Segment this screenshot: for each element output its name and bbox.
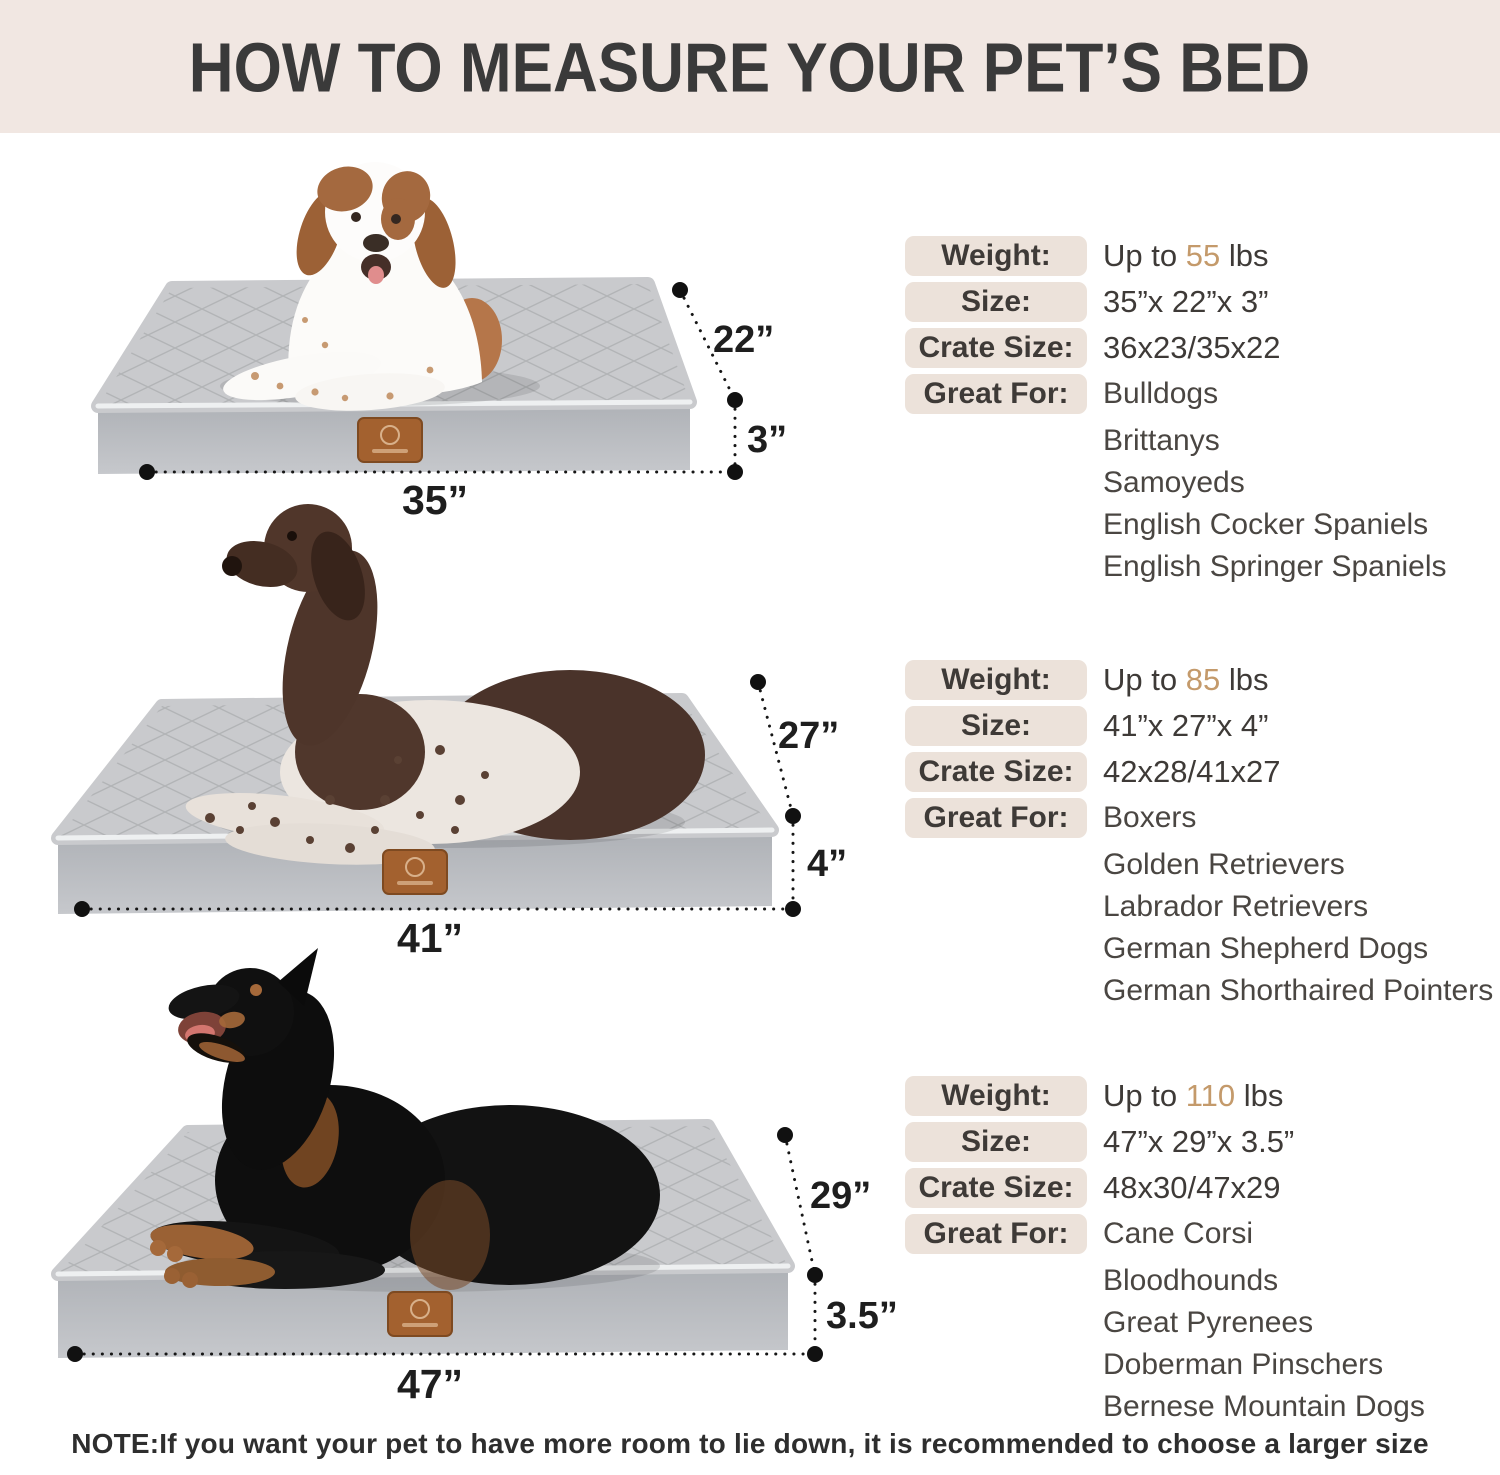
weight-value: Up to 55 lbs	[1103, 238, 1269, 273]
breed-list: Bloodhounds Great Pyrenees Doberman Pins…	[905, 1260, 1490, 1428]
bed-illustration-large: 27” 4” 41”	[51, 504, 847, 961]
crate-label-pill: Crate Size:	[905, 752, 1087, 792]
depth-label: 27”	[778, 715, 839, 757]
depth-label: 29”	[810, 1175, 871, 1217]
breed-item: Samoyeds	[1103, 466, 1245, 499]
width-label: 35”	[402, 477, 468, 520]
breed-item: Bernese Mountain Dogs	[1103, 1390, 1425, 1423]
height-label: 3”	[747, 419, 787, 461]
breed-item: Brittanys	[1103, 424, 1220, 457]
size-value: 41”x 27”x 4”	[1103, 708, 1269, 743]
brand-patch-icon	[387, 1291, 453, 1337]
great-for-row: Great For: Bulldogs	[905, 374, 1490, 414]
weight-row: Weight: Up to 55 lbs	[905, 236, 1490, 276]
size-note: NOTE:If you want your pet to have more r…	[71, 1428, 1429, 1459]
dimension-annotations: 29” 3.5” 47”	[67, 1127, 898, 1407]
weight-value: Up to 85 lbs	[1103, 662, 1269, 697]
breed-item: Doberman Pinschers	[1103, 1348, 1384, 1381]
title-banner: HOW TO MEASURE YOUR PET’S BED	[0, 0, 1500, 133]
brand-patch-icon	[382, 849, 448, 895]
breed-item: Golden Retrievers	[1103, 848, 1345, 881]
breed-list: Brittanys Samoyeds English Cocker Spanie…	[905, 420, 1490, 588]
breed-list: Golden Retrievers Labrador Retrievers Ge…	[905, 844, 1494, 1012]
crate-value: 42x28/41x27	[1103, 754, 1281, 789]
breed-item: German Shepherd Dogs	[1103, 932, 1429, 965]
size-label-pill: Size:	[905, 1122, 1087, 1162]
breed-item: German Shorthaired Pointers	[1103, 974, 1494, 1007]
specs-xlarge: Weight: Up to 110 lbs Size: 47”x 29”x 3.…	[905, 1076, 1490, 1428]
size-row: Size: 47”x 29”x 3.5”	[905, 1122, 1490, 1162]
size-label-pill: Size:	[905, 282, 1087, 322]
bed-figure-large: 27” 4” 41”	[30, 500, 870, 961]
bed-illustration-xlarge: 29” 3.5” 47”	[51, 948, 898, 1407]
crate-label-pill: Crate Size:	[905, 328, 1087, 368]
dog-photo-brittany	[220, 162, 540, 411]
brand-patch-icon	[357, 417, 423, 463]
weight-accent: 85	[1185, 662, 1221, 697]
dimension-annotations: 27” 4” 41”	[74, 674, 847, 961]
weight-label-pill: Weight:	[905, 660, 1087, 700]
breed-item: Cane Corsi	[1103, 1217, 1254, 1250]
dog-photo-pointer	[185, 504, 705, 865]
great-for-row: Great For: Boxers	[905, 798, 1490, 838]
weight-row: Weight: Up to 110 lbs	[905, 1076, 1490, 1116]
great-for-label-pill: Great For:	[905, 798, 1087, 838]
breed-item: English Cocker Spaniels	[1103, 508, 1429, 541]
size-value: 47”x 29”x 3.5”	[1103, 1124, 1295, 1159]
dog-photo-doberman	[150, 948, 660, 1292]
bed-illustration-medium: 22” 3” 35”	[91, 162, 787, 523]
height-label: 4”	[807, 843, 847, 885]
weight-row: Weight: Up to 85 lbs	[905, 660, 1490, 700]
crate-value: 36x23/35x22	[1103, 330, 1281, 365]
weight-value: Up to 110 lbs	[1103, 1078, 1284, 1113]
size-row: Size: 35”x 22”x 3”	[905, 282, 1490, 322]
crate-row: Crate Size: 48x30/47x29	[905, 1168, 1490, 1208]
great-for-row: Great For: Cane Corsi	[905, 1214, 1490, 1254]
width-label: 47”	[397, 1361, 463, 1407]
specs-medium: Weight: Up to 55 lbs Size: 35”x 22”x 3” …	[905, 236, 1490, 588]
size-label-pill: Size:	[905, 706, 1087, 746]
bed-figure-medium: 22” 3” 35”	[40, 140, 820, 523]
size-row: Size: 41”x 27”x 4”	[905, 706, 1490, 746]
weight-accent: 110	[1185, 1078, 1236, 1113]
bed-figure-xlarge: 29” 3.5” 47”	[20, 940, 900, 1410]
breed-item: Bulldogs	[1103, 377, 1219, 410]
weight-accent: 55	[1185, 238, 1221, 273]
crate-row: Crate Size: 36x23/35x22	[905, 328, 1490, 368]
width-label: 41”	[397, 915, 463, 960]
crate-value: 48x30/47x29	[1103, 1170, 1281, 1205]
breed-item: Bloodhounds	[1103, 1264, 1279, 1297]
crate-label-pill: Crate Size:	[905, 1168, 1087, 1208]
depth-label: 22”	[713, 319, 774, 361]
size-value: 35”x 22”x 3”	[1103, 284, 1269, 319]
page-title: HOW TO MEASURE YOUR PET’S BED	[189, 27, 1311, 106]
crate-row: Crate Size: 42x28/41x27	[905, 752, 1490, 792]
dimension-annotations: 22” 3” 35”	[139, 282, 787, 523]
breed-item: Labrador Retrievers	[1103, 890, 1369, 923]
great-for-label-pill: Great For:	[905, 1214, 1087, 1254]
great-for-label-pill: Great For:	[905, 374, 1087, 414]
breed-item: Boxers	[1103, 801, 1197, 834]
weight-label-pill: Weight:	[905, 236, 1087, 276]
breed-item: Great Pyrenees	[1103, 1306, 1314, 1339]
height-label: 3.5”	[826, 1295, 898, 1337]
specs-large: Weight: Up to 85 lbs Size: 41”x 27”x 4” …	[905, 660, 1494, 1012]
weight-label-pill: Weight:	[905, 1076, 1087, 1116]
breed-item: English Springer Spaniels	[1103, 550, 1447, 583]
